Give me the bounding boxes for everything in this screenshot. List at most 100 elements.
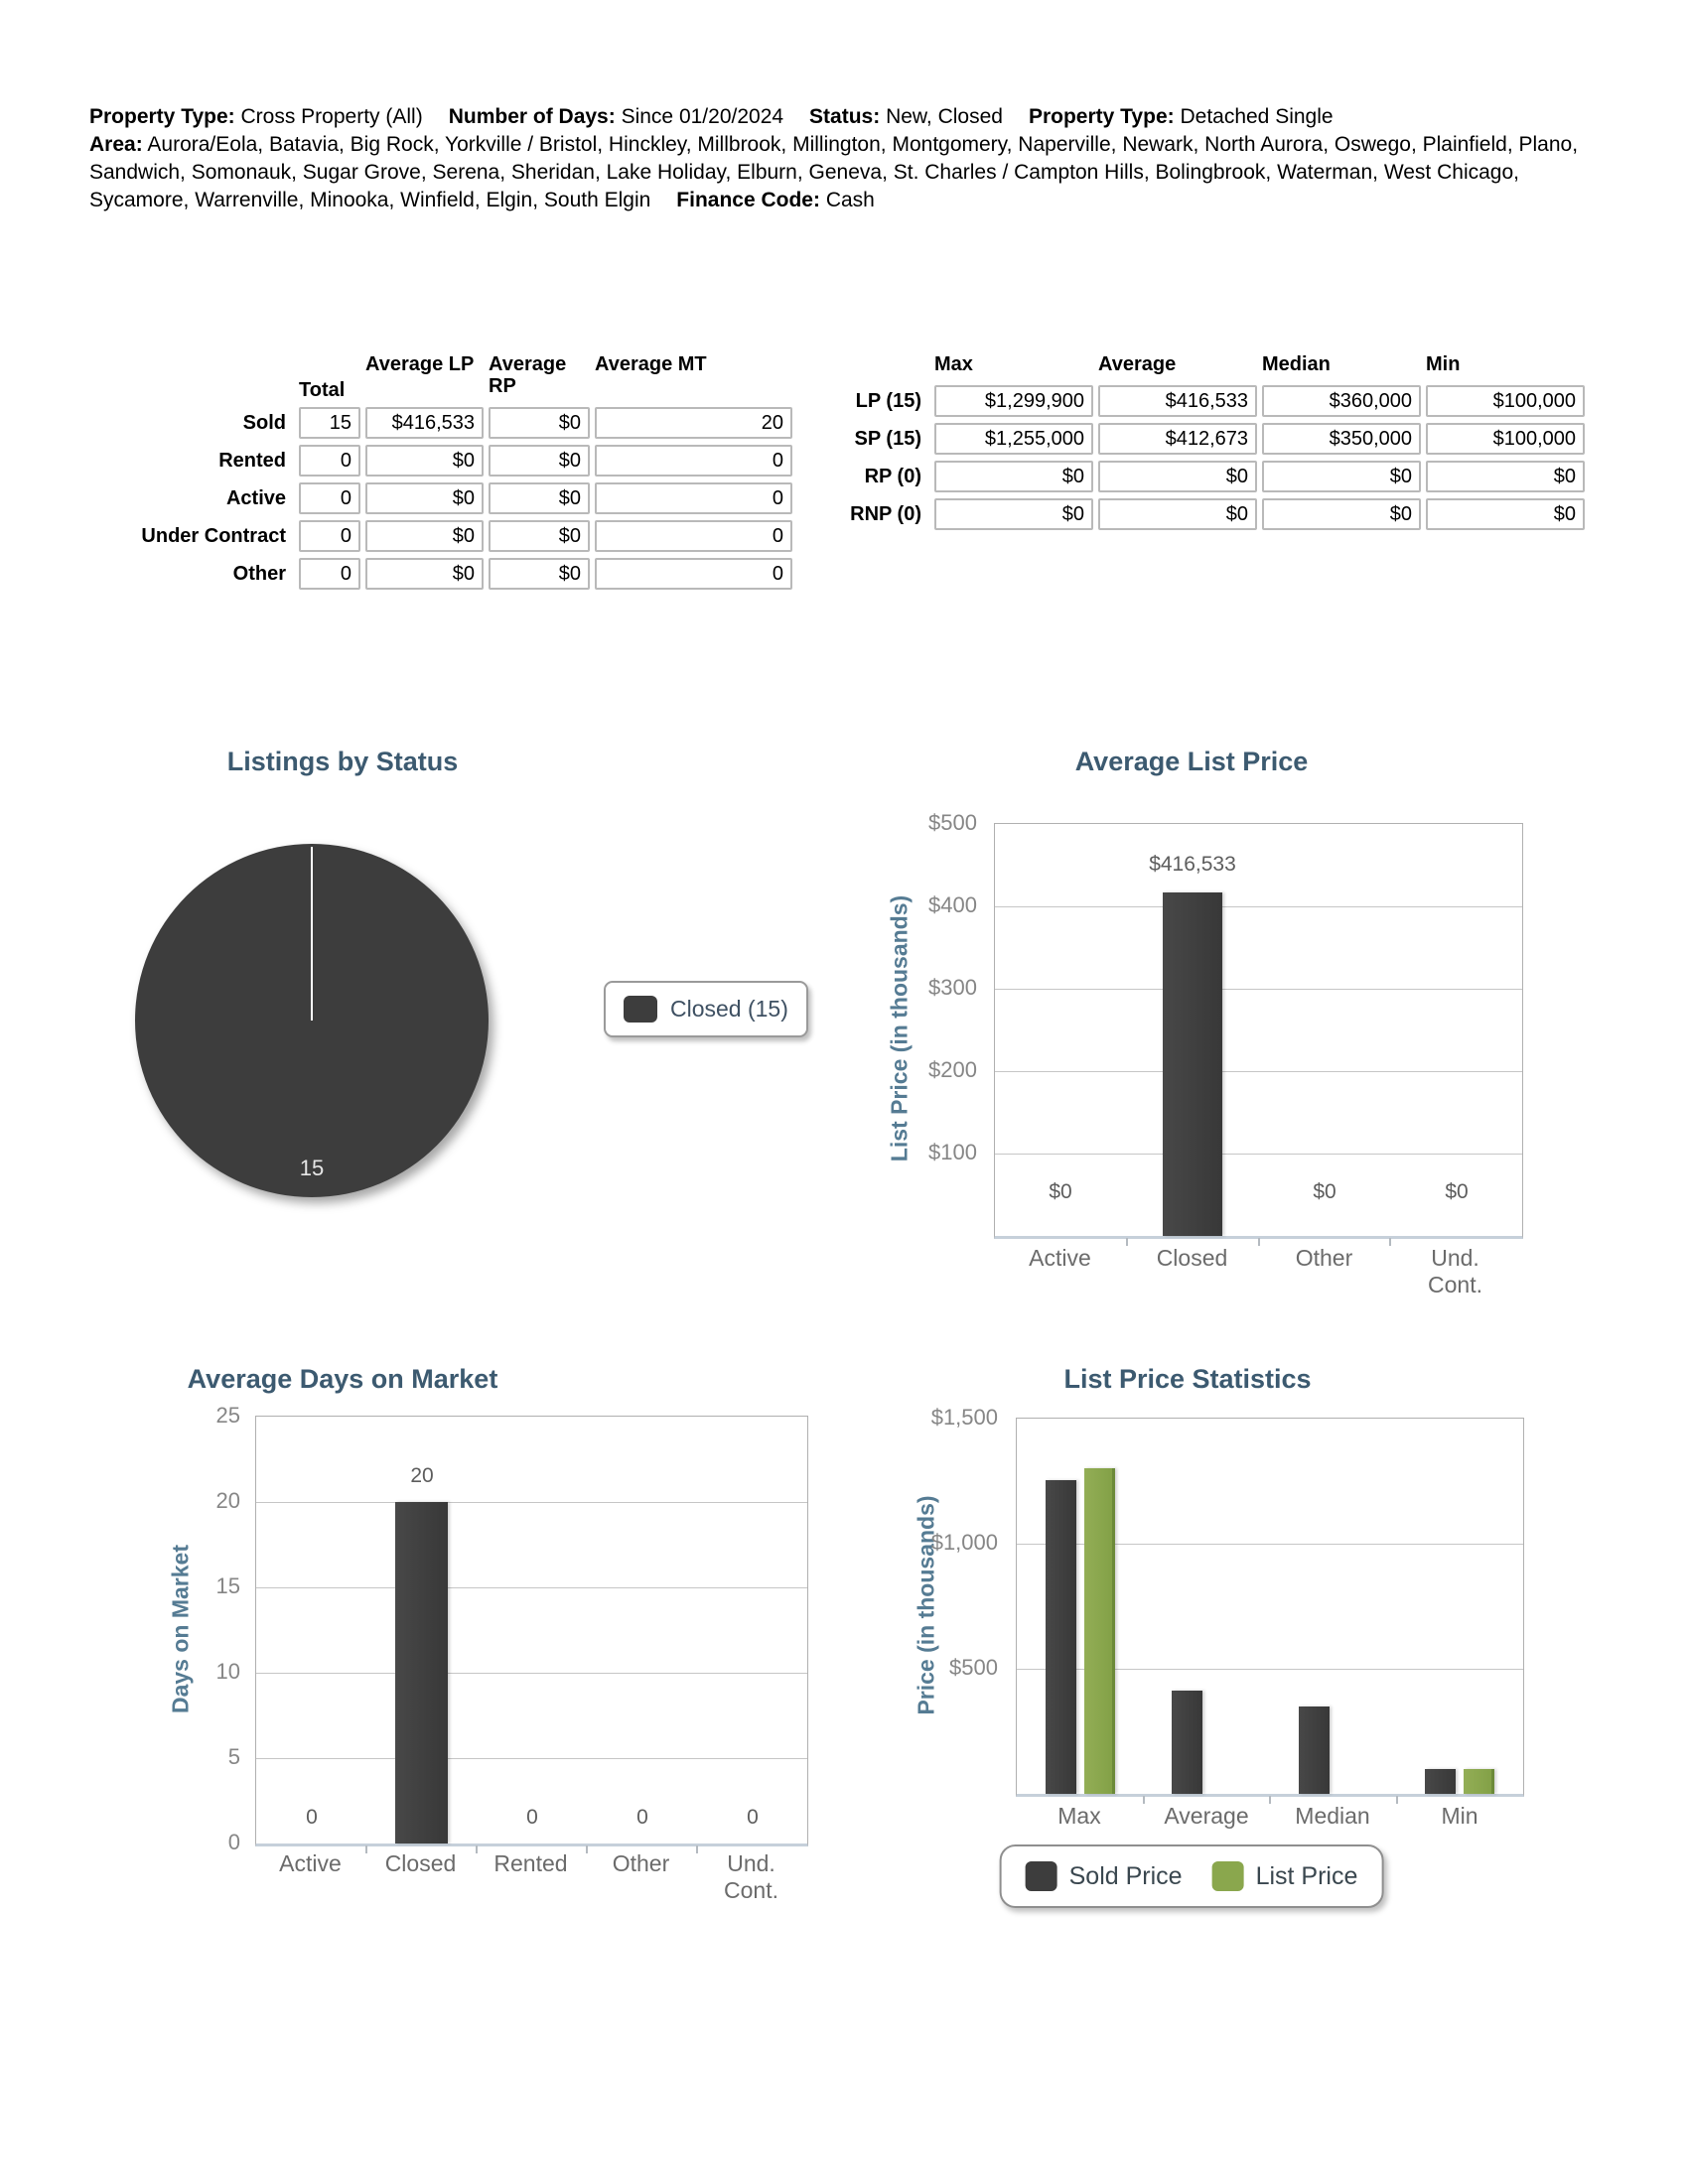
- table-cell-value: $0: [558, 449, 581, 472]
- table-column-header: Average RP: [489, 353, 567, 397]
- table-cell-value: $0: [558, 562, 581, 585]
- report-criteria-header: Property Type: Cross Property (All) Numbe…: [89, 103, 1599, 214]
- table-row-label: Rented: [218, 449, 286, 472]
- category-label: Closed: [1156, 1245, 1228, 1271]
- legend-item-sold-price: Sold Price: [1025, 1861, 1183, 1891]
- chart-title-listings-by-status: Listings by Status: [226, 747, 459, 776]
- table-cell-box: $0: [489, 445, 590, 477]
- gridline: [995, 1154, 1522, 1155]
- bar-chart-average-list-price: $0 $416,533 $0 $0: [994, 823, 1523, 1239]
- criteria-value: Cash: [825, 189, 875, 211]
- bar-value-label: 20: [410, 1464, 434, 1487]
- axis-tick: [586, 1845, 588, 1853]
- table-cell-box: $0: [489, 558, 590, 590]
- table-column-header: Average: [1098, 353, 1177, 375]
- bar-value-label: 0: [747, 1806, 759, 1829]
- table-cell-value: $0: [1225, 465, 1248, 487]
- table-cell-box: $1,255,000: [934, 423, 1093, 455]
- y-tick-label: $500: [949, 1655, 998, 1680]
- table-cell-value: $0: [1553, 502, 1576, 525]
- y-tick-label: $1,000: [930, 1530, 998, 1555]
- table-cell-box: $0: [1098, 461, 1257, 492]
- category-label: Rented: [493, 1850, 568, 1876]
- bar-value-label: 0: [526, 1806, 538, 1829]
- legend-item-list-price: List Price: [1211, 1861, 1357, 1891]
- table-cell-box: $0: [1098, 498, 1257, 530]
- pie-value-label: 15: [299, 1156, 325, 1180]
- y-axis-label-days-on-market: Days on Market: [167, 1544, 194, 1714]
- table-column-header: Min: [1426, 353, 1461, 375]
- bar-value-label: $0: [1313, 1180, 1336, 1203]
- criteria-label: Status:: [809, 105, 881, 128]
- criteria-segment-finance: Finance Code: Cash: [676, 189, 875, 211]
- bar-value-label: $0: [1445, 1180, 1469, 1203]
- table-cell-box: 0: [299, 445, 360, 477]
- bar-value-label: $0: [1049, 1180, 1072, 1203]
- table-cell-value: $350,000: [1329, 427, 1412, 450]
- table-row-label: SP (15): [854, 427, 921, 450]
- bar-sold-price: [1046, 1480, 1076, 1794]
- category-label: Closed: [384, 1850, 457, 1876]
- table-cell-value: $1,299,900: [984, 389, 1084, 412]
- gridline: [256, 1673, 807, 1674]
- table-cell-box: $0: [1262, 498, 1421, 530]
- y-tick-label: 15: [215, 1573, 240, 1598]
- axis-tick: [476, 1845, 478, 1853]
- criteria-segment: Property Type: Detached Single: [1029, 105, 1334, 128]
- table-cell-value: $0: [1225, 502, 1248, 525]
- table-cell-value: $0: [1389, 502, 1412, 525]
- price-series-legend: Sold Price List Price: [999, 1844, 1384, 1908]
- criteria-value: Since 01/20/2024: [621, 105, 784, 128]
- bar-closed: [395, 1502, 448, 1843]
- table-cell-value: $100,000: [1492, 427, 1576, 450]
- table-cell-box: $0: [365, 520, 484, 552]
- chart-title-average-days-on-market: Average Days on Market: [187, 1364, 498, 1394]
- table-cell-value: 0: [772, 486, 783, 509]
- table-cell-value: 0: [772, 562, 783, 585]
- axis-tick: [1389, 1238, 1391, 1246]
- category-label: Active: [279, 1850, 342, 1876]
- legend-swatch-sold-price: [1025, 1861, 1057, 1891]
- legend-label-closed: Closed (15): [670, 996, 788, 1022]
- criteria-label: Finance Code:: [676, 189, 820, 211]
- y-tick-label: 25: [215, 1403, 240, 1428]
- gridline: [995, 1071, 1522, 1072]
- table-column-header: Max: [934, 353, 973, 375]
- table-cell-value: $416,533: [1165, 389, 1248, 412]
- table-row-label: RNP (0): [850, 502, 921, 525]
- category-label: Average: [1164, 1803, 1249, 1829]
- table-cell-box: $0: [1262, 461, 1421, 492]
- gridline: [1017, 1669, 1523, 1670]
- table-cell-box: $100,000: [1426, 385, 1585, 417]
- table-cell-box: 0: [299, 482, 360, 514]
- table-cell-value: $0: [1061, 502, 1084, 525]
- axis-tick: [1143, 1796, 1145, 1804]
- category-label: Other: [1295, 1245, 1353, 1271]
- bar-sold-price: [1172, 1691, 1202, 1794]
- pie-chart-listings-by-status: 15: [135, 844, 489, 1197]
- criteria-value: Detached Single: [1180, 105, 1334, 128]
- table-cell-value: $0: [452, 524, 475, 547]
- table-row-label: LP (15): [855, 389, 921, 412]
- table-cell-value: $0: [1553, 465, 1576, 487]
- category-label: Max: [1057, 1803, 1101, 1829]
- table-cell-box: $350,000: [1262, 423, 1421, 455]
- table-cell-box: $1,299,900: [934, 385, 1093, 417]
- table-row-label: Other: [232, 562, 286, 585]
- y-tick-label: 10: [215, 1659, 240, 1684]
- table-cell-box: $0: [934, 461, 1093, 492]
- table-cell-box: 0: [595, 445, 792, 477]
- table-cell-value: $360,000: [1329, 389, 1412, 412]
- criteria-label: Area:: [89, 133, 143, 156]
- criteria-segment-area: Area: Aurora/Eola, Batavia, Big Rock, Yo…: [89, 133, 1578, 211]
- table-column-header: Median: [1262, 353, 1331, 375]
- criteria-segment: Number of Days: Since 01/20/2024: [449, 105, 783, 128]
- criteria-label: Property Type:: [1028, 105, 1175, 128]
- table-cell-value: $0: [558, 524, 581, 547]
- table-cell-value: 0: [772, 449, 783, 472]
- gridline: [995, 906, 1522, 907]
- table-column-header: Total: [299, 379, 346, 401]
- gridline: [995, 989, 1522, 990]
- table-cell-value: $0: [558, 411, 581, 434]
